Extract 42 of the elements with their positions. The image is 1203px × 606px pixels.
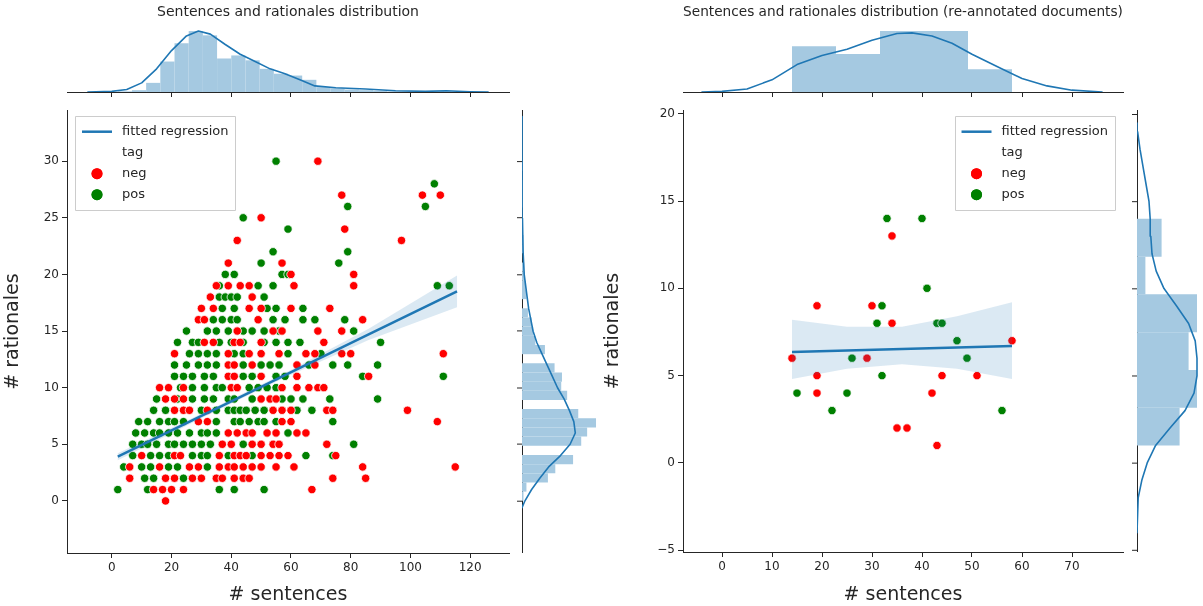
x-tick-label: 0 <box>718 559 726 574</box>
legend-label: pos <box>1001 186 1025 202</box>
x-tick-label: 60 <box>283 560 299 575</box>
x-tick-label: 120 <box>458 560 482 575</box>
legend-label: fitted regression <box>122 123 229 139</box>
x-tick-label: 20 <box>814 559 830 574</box>
legend-label: neg <box>122 165 147 181</box>
y-tick-label: 20 <box>659 105 675 120</box>
x-tick-label: 40 <box>914 559 930 574</box>
y-tick-label: 30 <box>43 153 59 168</box>
legend-title: tag <box>122 144 144 160</box>
x-tick-label: 20 <box>163 560 180 575</box>
y-tick-label: 15 <box>659 193 675 208</box>
y-tick-label: 0 <box>51 493 59 508</box>
legend-label: fitted regression <box>1001 123 1108 139</box>
x-tick-label: 50 <box>964 559 980 574</box>
chart-title: Sentences and rationales distribution <box>157 3 419 20</box>
y-tick-label: −5 <box>657 542 675 557</box>
x-tick-label: 70 <box>1064 559 1080 574</box>
chart-title: Sentences and rationales distribution (re-annotated documents) <box>683 2 1123 20</box>
y-axis-title: # rationales <box>600 272 623 390</box>
y-tick-label: 25 <box>43 209 59 224</box>
y-tick-label: 5 <box>667 367 675 382</box>
legend-label: neg <box>1001 165 1027 181</box>
x-axis-title: # sentences <box>228 581 348 604</box>
x-tick-label: 60 <box>1014 559 1030 574</box>
y-tick-label: 15 <box>43 323 59 338</box>
x-tick-label: 80 <box>343 560 359 575</box>
x-tick-label: 0 <box>107 560 116 575</box>
x-tick-label: 10 <box>764 559 780 574</box>
x-tick-label: 40 <box>223 560 239 575</box>
y-tick-label: 0 <box>667 455 675 470</box>
x-tick-label: 100 <box>398 560 422 575</box>
y-tick-label: 20 <box>43 266 59 281</box>
y-tick-label: 10 <box>43 379 59 394</box>
legend-title: tag <box>1001 144 1023 160</box>
y-tick-label: 5 <box>51 436 59 451</box>
legend-label: pos <box>122 186 146 202</box>
y-axis-title: # rationales <box>0 273 23 390</box>
y-tick-label: 10 <box>659 280 675 295</box>
x-tick-label: 30 <box>864 559 880 574</box>
x-axis-title: # sentences <box>843 581 963 604</box>
